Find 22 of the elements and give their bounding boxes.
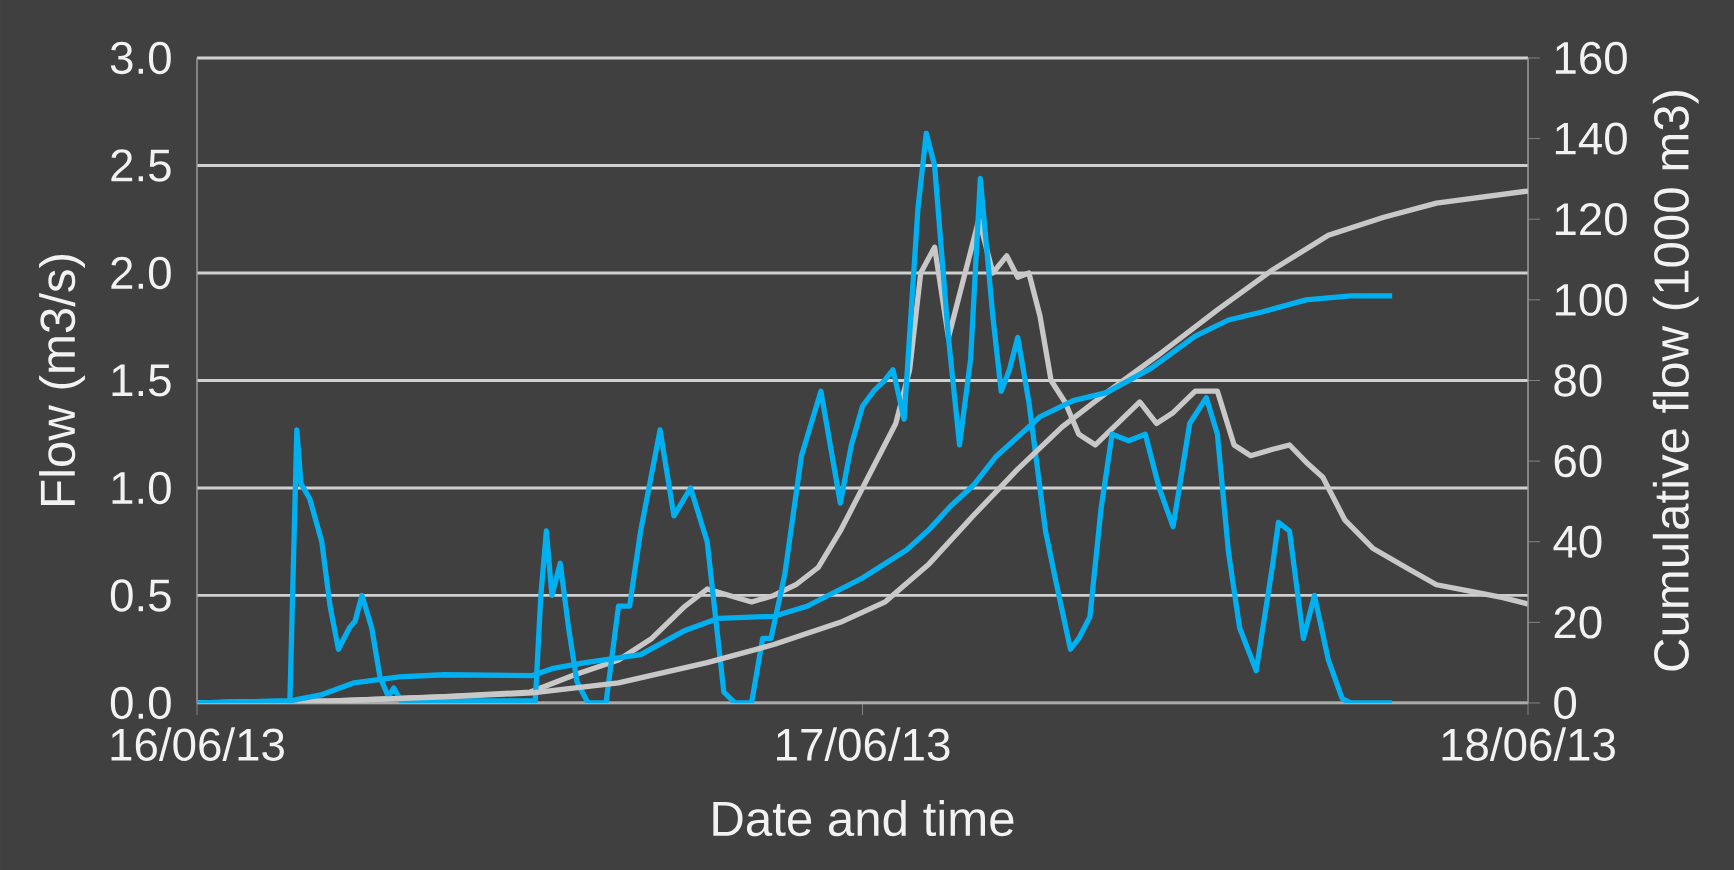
y-tick-label: 1.0 <box>112 471 171 505</box>
y-tick-label: 2.0 <box>111 256 171 290</box>
x-axis-title: Date and time <box>713 800 1014 837</box>
x-tick-label: 18/06/13 <box>1442 727 1615 761</box>
y-tick-label: 1.5 <box>112 364 171 397</box>
y-tick-label: 3.0 <box>110 41 171 75</box>
y2-tick-label: 20 <box>1554 606 1602 639</box>
y-axis-title: Flow (m3/s) <box>39 255 85 505</box>
y2-tick-label: 100 <box>1555 283 1627 317</box>
x-tick-label: 16/06/13 <box>111 727 284 761</box>
y2-tick-label: 40 <box>1553 525 1602 558</box>
y-tick-label: 0.5 <box>110 579 171 612</box>
y2-tick-label: 160 <box>1555 41 1627 75</box>
y2-tick-label: 140 <box>1555 122 1627 155</box>
y-tick-label: 2.5 <box>111 149 171 182</box>
x-tick-label: 17/06/13 <box>777 727 950 761</box>
y2-tick-label: 80 <box>1554 364 1602 397</box>
y-tick-label: 0.0 <box>110 686 171 720</box>
y2-tick-label: 120 <box>1555 203 1627 236</box>
y2-tick-label: 0 <box>1554 686 1577 720</box>
y2-tick-label: 60 <box>1554 444 1602 478</box>
y2-axis-title: Cumulative flow (1000 m3) <box>1652 91 1699 671</box>
